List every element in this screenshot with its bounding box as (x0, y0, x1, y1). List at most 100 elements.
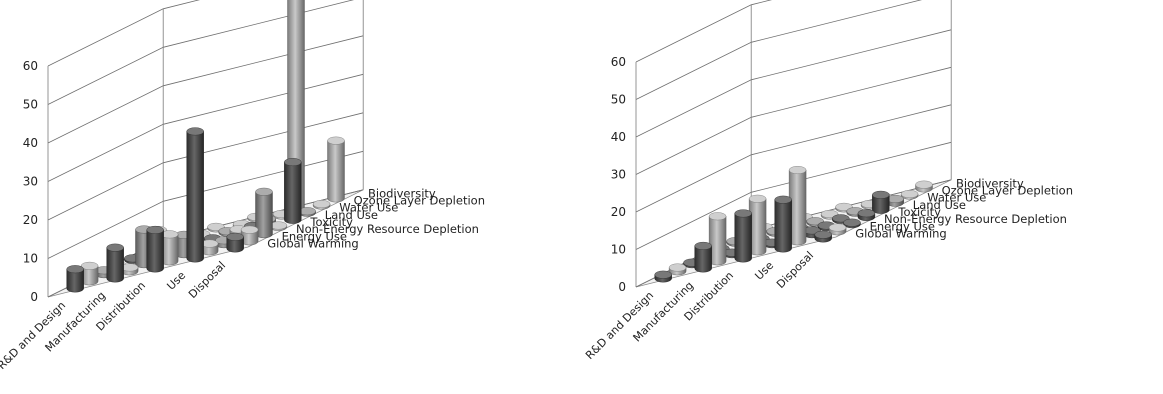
bar-top (708, 212, 727, 221)
bar-top (814, 230, 832, 239)
category-label: Disposal (186, 259, 228, 301)
bar-top (694, 241, 712, 250)
series-label: Biodiversity (368, 186, 436, 200)
bar-disposal-energy-use (828, 223, 847, 236)
bar-top (828, 223, 847, 232)
series-label: Energy Use (870, 219, 935, 233)
bar-use-energy-use (200, 239, 219, 256)
bar-disposal-global-warming (226, 232, 244, 253)
series-label: Non-Energy Resource Depletion (296, 222, 479, 236)
z-tick-label: 20 (611, 205, 626, 219)
bar-top (915, 180, 933, 189)
z-tick-label: 50 (23, 98, 38, 112)
bar-top (857, 209, 876, 218)
bar-use-global-warming (774, 195, 792, 253)
bar-top (80, 261, 99, 270)
bar-top (146, 225, 164, 234)
bar-disposal-biodiversity (915, 180, 933, 193)
bar-top (186, 127, 204, 136)
z-tick-label: 60 (611, 55, 626, 69)
bar-r-d-and-design-energy-use (80, 261, 99, 286)
series-label: Ozone Layer Depletion (354, 194, 485, 208)
gridline (635, 0, 773, 63)
bar-top (668, 263, 687, 272)
bar-distribution-energy-use (748, 194, 767, 256)
gridline (635, 66, 952, 175)
category-label: Disposal (774, 249, 816, 291)
bar-r-d-and-design-global-warming (66, 265, 84, 293)
bar-body (327, 140, 345, 203)
bar-disposal-toxicity (857, 209, 876, 221)
series-label: Non-Energy Resource Depletion (884, 212, 1067, 226)
bar-body (66, 268, 84, 293)
category-label: Use (752, 259, 776, 283)
series-label: Water Use (339, 201, 398, 215)
gridline (47, 73, 364, 182)
bar-distribution-global-warming (146, 225, 164, 273)
bar-top (748, 194, 767, 203)
gridline (47, 35, 364, 144)
bar-distribution-global-warming (734, 209, 752, 263)
bar-body (146, 229, 164, 273)
gridline (635, 29, 952, 138)
series-label: Energy Use (282, 229, 347, 243)
series-label: Global Warming (855, 226, 947, 240)
bar-use-global-warming (186, 127, 204, 263)
z-tick-label: 40 (611, 130, 626, 144)
bar-disposal-land-use (284, 158, 302, 224)
bar-manufacturing-energy-use (708, 212, 727, 266)
gridline (47, 0, 201, 67)
z-tick-label: 30 (611, 168, 626, 182)
bar-top (66, 265, 84, 274)
bar-top (774, 195, 792, 204)
bar-top (106, 243, 124, 252)
z-tick-label: 10 (23, 252, 38, 266)
bar-top (872, 190, 890, 199)
z-tick-label: 0 (618, 280, 626, 294)
bar-body (106, 247, 124, 283)
bar-manufacturing-global-warming (106, 243, 124, 283)
gridline (635, 0, 923, 100)
bar-disposal-biodiversity (327, 136, 345, 203)
bar-body (226, 236, 244, 253)
bar-body (694, 245, 712, 273)
bar-body (734, 213, 752, 263)
bar-disposal-global-warming (814, 230, 832, 243)
series-label: Toxicity (897, 205, 941, 219)
bar-disposal-non-energy-resource-depletion (843, 218, 861, 229)
bar-body (284, 161, 302, 224)
bar-top (255, 187, 273, 196)
series-label: Toxicity (309, 215, 353, 229)
bar-r-d-and-design-global-warming (654, 270, 672, 283)
gridline (47, 0, 355, 105)
bar-disposal-energy-use (240, 225, 259, 246)
z-tick-label: 40 (23, 136, 38, 150)
series-label: Global Warming (267, 236, 359, 250)
z-tick-label: 20 (23, 213, 38, 227)
category-label: Use (164, 269, 188, 293)
bar-top (284, 158, 302, 167)
z-tick-label: 0 (30, 290, 38, 304)
bar-top (788, 166, 807, 175)
category-label: Distribution (94, 279, 149, 334)
bar-top (226, 232, 244, 241)
series-label: Water Use (927, 191, 986, 205)
bar-top (654, 270, 672, 279)
z-tick-label: 50 (611, 93, 626, 107)
bar-disposal-land-use (872, 190, 890, 214)
bar-disposal-ozone-layer-depletion (900, 190, 919, 200)
bar-top (843, 218, 861, 227)
bar-top (734, 209, 752, 218)
z-tick-label: 30 (23, 175, 38, 189)
bar-body (774, 199, 792, 253)
bar-top (327, 136, 345, 145)
series-label: Biodiversity (956, 176, 1024, 190)
z-tick-label: 10 (611, 243, 626, 257)
bar-disposal-water-use (886, 194, 904, 207)
bar-body (186, 131, 204, 263)
bar-r-d-and-design-energy-use (668, 263, 687, 276)
bar-top (312, 200, 331, 209)
